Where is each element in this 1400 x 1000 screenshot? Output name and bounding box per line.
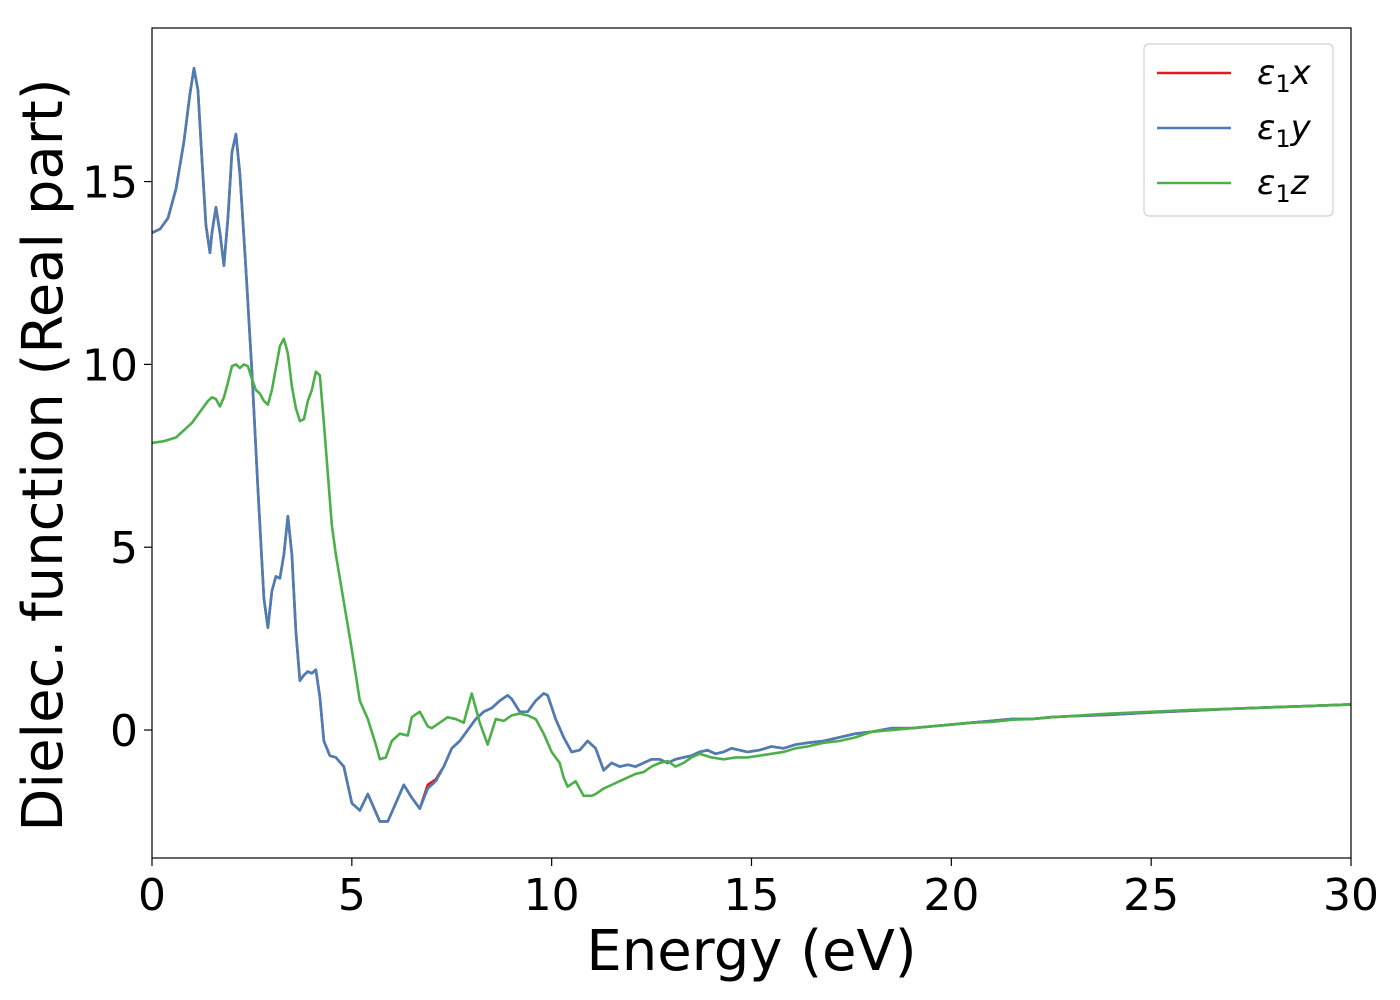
y-tick-label: 10 xyxy=(82,340,138,391)
y-tick-label: 0 xyxy=(110,706,138,757)
x-axis-label: Energy (eV) xyxy=(586,919,916,984)
series-line-y xyxy=(152,66,1351,823)
legend-label-y: ε1y xyxy=(1257,108,1312,153)
x-tick-label: 15 xyxy=(724,870,780,921)
legend-box xyxy=(1143,43,1334,217)
legend-label-x: ε1x xyxy=(1257,53,1312,98)
x-tick-label: 0 xyxy=(138,870,166,921)
x-tick-label: 30 xyxy=(1323,870,1379,921)
y-axis-label: Dielec. function (Real part) xyxy=(11,78,76,831)
x-tick-label: 25 xyxy=(1123,870,1179,921)
y-tick-label: 15 xyxy=(82,158,138,209)
legend-label-z: ε1z xyxy=(1257,163,1310,208)
x-axis: 0 5 10 15 20 25 30 xyxy=(138,858,1379,921)
x-tick-label: 20 xyxy=(923,870,979,921)
series-line-z xyxy=(152,337,1351,798)
x-tick-label: 5 xyxy=(338,870,366,921)
legend: ε1x ε1y ε1z xyxy=(1143,43,1334,217)
y-tick-label: 5 xyxy=(110,523,138,574)
plot-lines xyxy=(152,66,1351,823)
y-axis: 0 5 10 15 xyxy=(82,158,152,757)
x-tick-label: 10 xyxy=(524,870,580,921)
